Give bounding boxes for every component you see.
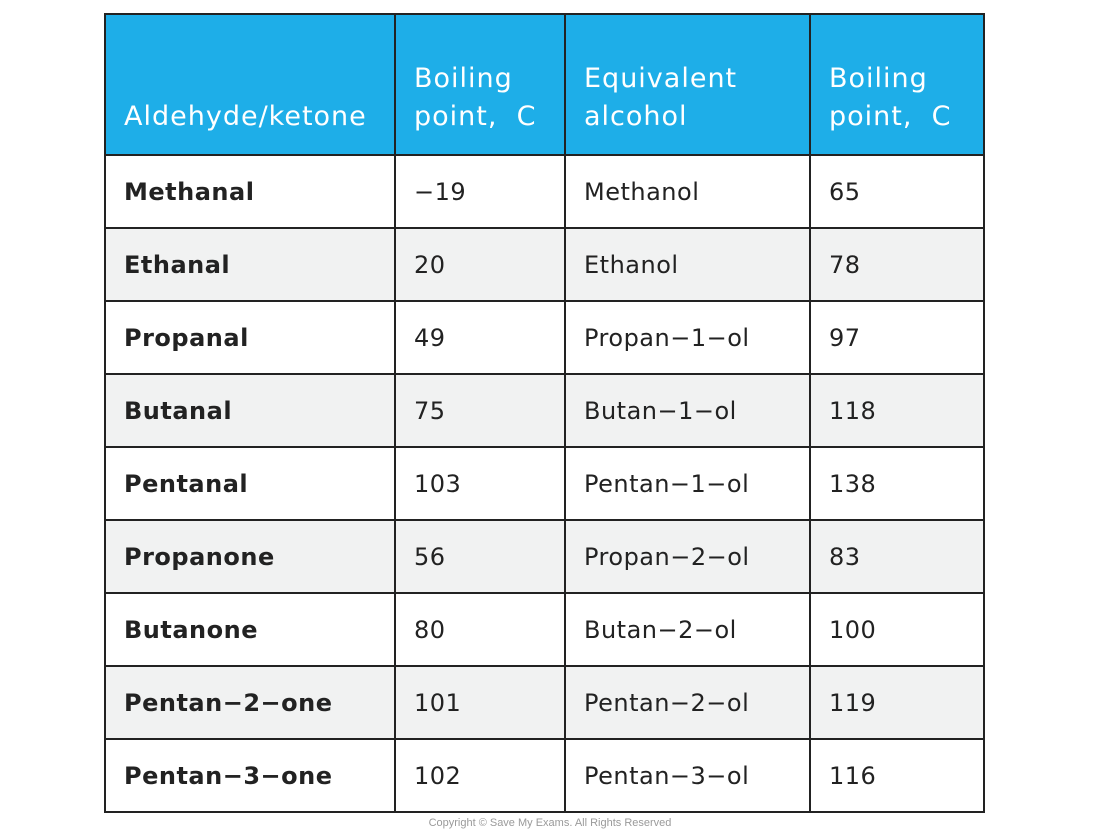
alcohol-boiling-point-cell: 97 (809, 300, 985, 375)
aldehyde-ketone-cell: Pentan−3−one (104, 738, 396, 813)
header-aldehyde-ketone: Aldehyde/ketone (104, 13, 396, 156)
alcohol-cell: Pentan−2−ol (564, 665, 811, 740)
boiling-point-cell: 49 (394, 300, 566, 375)
alcohol-boiling-point-cell: 118 (809, 373, 985, 448)
header-boiling-point-2-line1: Boiling (829, 63, 928, 94)
alcohol-boiling-point-cell: 100 (809, 592, 985, 667)
alcohol-boiling-point-cell: 83 (809, 519, 985, 594)
alcohol-boiling-point-cell: 65 (809, 154, 985, 229)
boiling-point-cell: 103 (394, 446, 566, 521)
alcohol-cell: Pentan−3−ol (564, 738, 811, 813)
aldehyde-ketone-cell: Methanal (104, 154, 396, 229)
aldehyde-ketone-cell: Butanal (104, 373, 396, 448)
alcohol-cell: Pentan−1−ol (564, 446, 811, 521)
alcohol-cell: Butan−2−ol (564, 592, 811, 667)
header-equivalent-alcohol-line1: Equivalent (584, 63, 738, 94)
alcohol-boiling-point-cell: 78 (809, 227, 985, 302)
table-row: Ethanal 20 Ethanol 78 (104, 227, 985, 302)
table-row: Pentan−2−one 101 Pentan−2−ol 119 (104, 665, 985, 740)
table-row: Butanone 80 Butan−2−ol 100 (104, 592, 985, 667)
table-row: Pentan−3−one 102 Pentan−3−ol 116 (104, 738, 985, 813)
table-header-row: Aldehyde/ketone Boiling point, C Equival… (104, 13, 985, 156)
table-row: Methanal −19 Methanol 65 (104, 154, 985, 229)
alcohol-boiling-point-cell: 119 (809, 665, 985, 740)
table-row: Propanone 56 Propan−2−ol 83 (104, 519, 985, 594)
table-row: Propanal 49 Propan−1−ol 97 (104, 300, 985, 375)
header-boiling-point-1: Boiling point, C (394, 13, 566, 156)
boiling-point-cell: 102 (394, 738, 566, 813)
aldehyde-ketone-cell: Pentan−2−one (104, 665, 396, 740)
alcohol-cell: Propan−2−ol (564, 519, 811, 594)
boiling-point-cell: −19 (394, 154, 566, 229)
copyright-notice: Copyright © Save My Exams. All Rights Re… (428, 817, 672, 829)
aldehyde-ketone-cell: Ethanal (104, 227, 396, 302)
boiling-point-cell: 75 (394, 373, 566, 448)
boiling-point-cell: 56 (394, 519, 566, 594)
header-aldehyde-ketone-text: Aldehyde/ketone (124, 101, 367, 132)
alcohol-boiling-point-cell: 138 (809, 446, 985, 521)
alcohol-cell: Butan−1−ol (564, 373, 811, 448)
alcohol-boiling-point-cell: 116 (809, 738, 985, 813)
alcohol-cell: Methanol (564, 154, 811, 229)
boiling-point-cell: 101 (394, 665, 566, 740)
aldehyde-ketone-cell: Butanone (104, 592, 396, 667)
boiling-point-cell: 20 (394, 227, 566, 302)
aldehyde-ketone-cell: Propanal (104, 300, 396, 375)
header-boiling-point-1-line1: Boiling (414, 63, 513, 94)
table-row: Butanal 75 Butan−1−ol 118 (104, 373, 985, 448)
header-boiling-point-2: Boiling point, C (809, 13, 985, 156)
header-boiling-point-1-line2: point, C (414, 101, 537, 132)
boiling-point-cell: 80 (394, 592, 566, 667)
aldehyde-ketone-cell: Propanone (104, 519, 396, 594)
table-row: Pentanal 103 Pentan−1−ol 138 (104, 446, 985, 521)
boiling-point-table-container: Aldehyde/ketone Boiling point, C Equival… (104, 13, 985, 813)
header-boiling-point-2-line2: point, C (829, 101, 952, 132)
alcohol-cell: Ethanol (564, 227, 811, 302)
header-equivalent-alcohol: Equivalent alcohol (564, 13, 811, 156)
alcohol-cell: Propan−1−ol (564, 300, 811, 375)
aldehyde-ketone-cell: Pentanal (104, 446, 396, 521)
header-equivalent-alcohol-line2: alcohol (584, 101, 688, 132)
boiling-point-table: Aldehyde/ketone Boiling point, C Equival… (104, 13, 985, 813)
